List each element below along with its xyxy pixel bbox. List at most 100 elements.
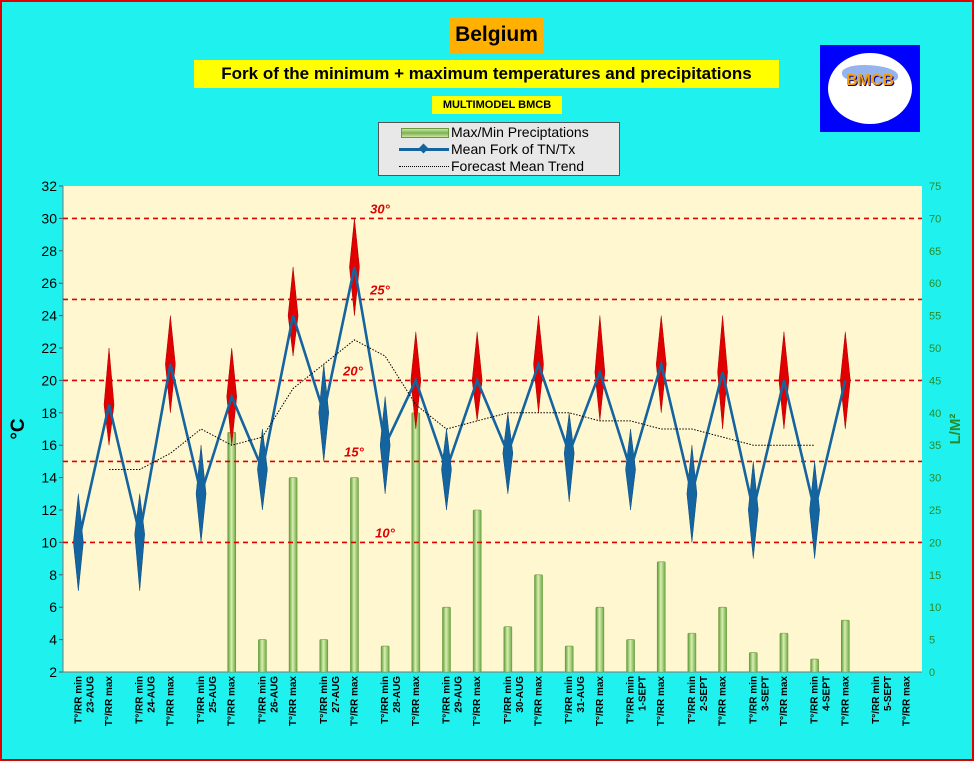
x-tick-label: T°/RR max: [902, 676, 913, 727]
y-tick-label: 4: [49, 632, 57, 648]
y2-tick-label: 60: [929, 278, 941, 290]
y2-tick-label: 10: [929, 602, 941, 614]
x-date-label: 4-SEPT: [822, 676, 833, 711]
x-tick-label: T°/RR max: [227, 676, 238, 727]
x-tick-label: T°/RR min: [73, 676, 84, 724]
precip-bar: [503, 626, 513, 673]
x-tick-label: T°/RR max: [472, 676, 483, 727]
x-tick-label: T°/RR max: [411, 676, 422, 727]
y2-tick-label: 45: [929, 375, 941, 387]
y2-tick-label: 55: [929, 311, 941, 323]
logo-badge: [828, 53, 912, 124]
precip-bar: [687, 632, 697, 673]
precip-bar: [810, 658, 819, 673]
y-tick-label: 22: [41, 340, 57, 356]
legend-label: Max/Min Preciptations: [451, 124, 589, 140]
y-tick-label: 14: [41, 470, 57, 486]
precip-bar: [748, 652, 758, 673]
x-date-label: 23-AUG: [85, 676, 96, 713]
x-tick-label: T°/RR max: [288, 676, 299, 727]
x-tick-label: T°/RR min: [810, 676, 821, 724]
precip-bar: [350, 477, 359, 673]
x-tick-label: T°/RR min: [257, 676, 268, 724]
legend-label: Forecast Mean Trend: [451, 158, 585, 174]
x-date-label: 2-SEPT: [699, 676, 710, 711]
x-date-label: 1-SEPT: [638, 676, 649, 711]
y-tick-label: 16: [41, 437, 57, 453]
y2-tick-label: 75: [929, 181, 941, 193]
y2-tick-label: 65: [929, 246, 941, 258]
x-tick-label: T°/RR max: [595, 676, 606, 727]
y-tick-label: 12: [41, 502, 57, 518]
y2-tick-label: 20: [929, 537, 941, 549]
x-date-label: 31-AUG: [576, 676, 587, 713]
threshold-label: 20°: [342, 363, 363, 378]
y-axis-title: °C: [8, 418, 29, 440]
y2-tick-label: 40: [929, 408, 941, 420]
y-tick-label: 8: [49, 567, 57, 583]
trend-line: [109, 339, 815, 470]
x-date-label: 3-SEPT: [760, 676, 771, 711]
x-date-label: 26-AUG: [269, 676, 280, 713]
max-fork-marker: [840, 331, 851, 430]
x-tick-label: T°/RR min: [196, 676, 207, 724]
legend-swatch-bar: [401, 128, 449, 138]
belgium-map-icon: [842, 65, 898, 83]
y-tick-label: 18: [41, 405, 57, 421]
y-tick-label: 2: [49, 664, 57, 680]
x-date-label: 25-AUG: [208, 676, 219, 713]
precip-bar: [656, 561, 666, 673]
x-tick-label: T°/RR min: [503, 676, 514, 724]
legend-swatch-dotted: [399, 166, 449, 167]
x-date-label: 27-AUG: [331, 676, 342, 713]
legend-label: Mean Fork of TN/Tx: [451, 141, 576, 157]
precip-bar: [442, 606, 451, 673]
y-tick-label: 28: [41, 243, 57, 259]
x-tick-label: T°/RR max: [104, 676, 115, 727]
precip-bar: [595, 606, 605, 673]
legend-item-precip: Max/Min Preciptations: [379, 124, 619, 141]
legend-item-mean-fork: Mean Fork of TN/Tx: [379, 141, 619, 158]
plot-area: [63, 186, 922, 672]
y2-tick-label: 15: [929, 570, 941, 582]
max-fork-marker: [471, 331, 483, 421]
y-tick-label: 30: [41, 210, 57, 226]
legend-item-trend: Forecast Mean Trend: [379, 158, 619, 175]
precip-bar: [227, 431, 237, 673]
threshold-label: 30°: [370, 201, 390, 216]
y2-tick-label: 30: [929, 473, 941, 485]
y2-tick-label: 35: [929, 440, 941, 452]
x-date-label: 29-AUG: [453, 676, 464, 713]
x-tick-label: T°/RR min: [564, 676, 575, 724]
x-tick-label: T°/RR min: [135, 676, 146, 724]
chart-title: Belgium: [449, 17, 544, 53]
threshold-label: 25°: [369, 282, 390, 297]
precip-bar: [288, 477, 298, 673]
y2-tick-label: 0: [929, 667, 935, 679]
x-tick-label: T°/RR max: [840, 676, 851, 727]
x-tick-label: T°/RR max: [534, 676, 545, 727]
precip-bar: [841, 619, 850, 673]
y-tick-label: 24: [41, 308, 57, 324]
x-tick-label: T°/RR min: [748, 676, 759, 724]
x-tick-label: T°/RR max: [349, 676, 360, 727]
chart-subtitle: Fork of the minimum + maximum temperatur…: [194, 60, 779, 88]
legend: Max/Min Preciptations Mean Fork of TN/Tx…: [378, 122, 620, 176]
x-tick-label: T°/RR max: [779, 676, 790, 727]
model-label: MULTIMODEL BMCB: [432, 96, 562, 114]
y2-tick-label: 5: [929, 635, 935, 647]
y-tick-label: 10: [41, 534, 57, 550]
x-date-label: 28-AUG: [392, 676, 403, 713]
x-tick-label: T°/RR max: [656, 676, 667, 727]
threshold-label: 10°: [375, 525, 395, 540]
threshold-label: 15°: [344, 444, 364, 459]
x-date-label: 30-AUG: [515, 676, 526, 713]
precip-bar: [534, 574, 543, 673]
y2-tick-label: 25: [929, 505, 941, 517]
precip-bar: [779, 632, 789, 673]
x-date-label: 5-SEPT: [883, 676, 894, 711]
precip-bar: [718, 606, 727, 673]
y-tick-label: 26: [41, 275, 57, 291]
